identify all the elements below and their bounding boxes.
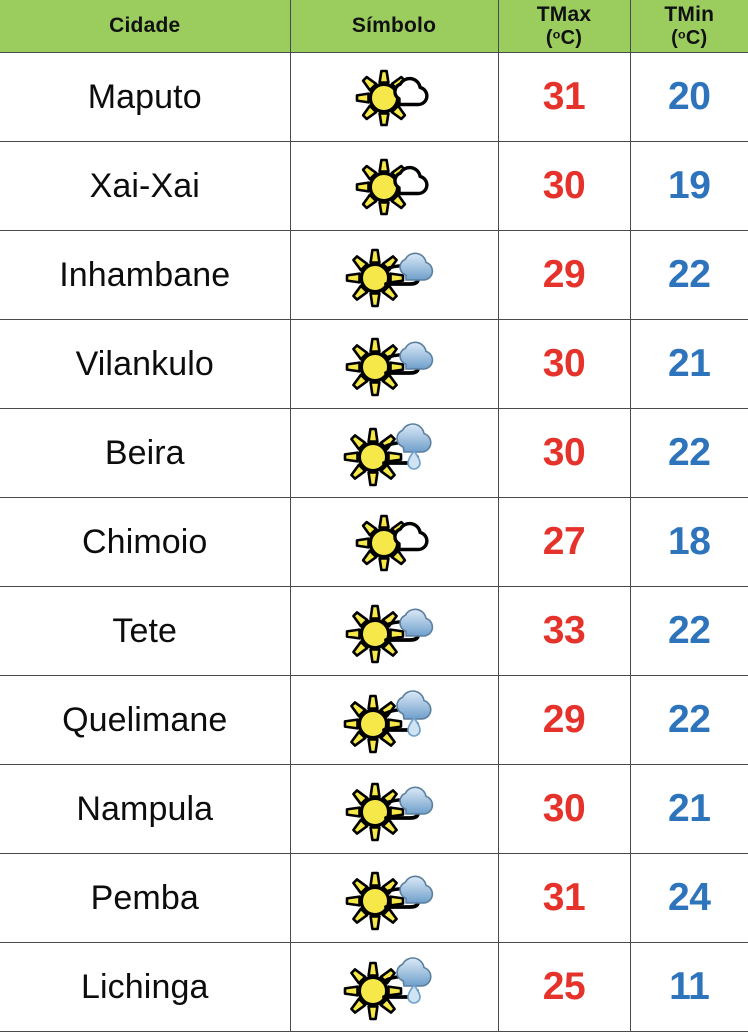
sun-small-white-cloud-icon [290, 498, 498, 587]
tmax-value-cell: 33 [498, 587, 630, 676]
city-name-cell: Nampula [0, 765, 290, 854]
city-name-cell: Beira [0, 409, 290, 498]
sun-blue-cloud-icon [290, 854, 498, 943]
tmin-value-cell: 21 [630, 320, 748, 409]
tmax-value-cell: 30 [498, 765, 630, 854]
city-name-cell: Inhambane [0, 231, 290, 320]
sun-small-white-cloud-icon [290, 53, 498, 142]
tmax-value-cell: 31 [498, 854, 630, 943]
tmin-value-cell: 22 [630, 409, 748, 498]
column-header-tmin-label: TMin [631, 3, 748, 27]
sun-blue-cloud-rain-icon [290, 409, 498, 498]
column-header-tmin: TMin (oC) [630, 0, 748, 53]
tmax-value-cell: 30 [498, 320, 630, 409]
column-header-symbol: Símbolo [290, 0, 498, 53]
sun-blue-cloud-icon [290, 320, 498, 409]
column-header-symbol-label: Símbolo [291, 14, 498, 38]
column-header-tmax: TMax (oC) [498, 0, 630, 53]
sun-blue-cloud-rain-icon [290, 943, 498, 1032]
column-header-city: Cidade [0, 0, 290, 53]
column-header-tmax-label: TMax [499, 3, 630, 27]
tmax-value-cell: 29 [498, 231, 630, 320]
tmin-value-cell: 20 [630, 53, 748, 142]
tmax-value-cell: 29 [498, 676, 630, 765]
tmax-value-cell: 30 [498, 142, 630, 231]
sun-blue-cloud-icon [290, 765, 498, 854]
tmin-value-cell: 19 [630, 142, 748, 231]
tmin-value-cell: 18 [630, 498, 748, 587]
city-name-cell: Maputo [0, 53, 290, 142]
city-name-cell: Pemba [0, 854, 290, 943]
column-header-tmin-unit: (oC) [631, 27, 748, 49]
city-name-cell: Vilankulo [0, 320, 290, 409]
sun-blue-cloud-icon [290, 231, 498, 320]
tmin-value-cell: 22 [630, 231, 748, 320]
tmax-value-cell: 30 [498, 409, 630, 498]
city-name-cell: Tete [0, 587, 290, 676]
tmax-value-cell: 25 [498, 943, 630, 1032]
city-name-cell: Chimoio [0, 498, 290, 587]
tmin-value-cell: 11 [630, 943, 748, 1032]
tmax-value-cell: 31 [498, 53, 630, 142]
tmax-value-cell: 27 [498, 498, 630, 587]
table-header: Cidade Símbolo TMax (oC) TMin (oC) [0, 0, 748, 53]
sun-blue-cloud-icon [290, 587, 498, 676]
tmin-value-cell: 21 [630, 765, 748, 854]
tmin-value-cell: 24 [630, 854, 748, 943]
tmin-value-cell: 22 [630, 587, 748, 676]
column-header-tmax-unit: (oC) [499, 27, 630, 49]
city-name-cell: Quelimane [0, 676, 290, 765]
sun-small-white-cloud-icon [290, 142, 498, 231]
sun-blue-cloud-rain-icon [290, 676, 498, 765]
city-name-cell: Xai-Xai [0, 142, 290, 231]
tmin-value-cell: 22 [630, 676, 748, 765]
column-header-city-label: Cidade [0, 14, 290, 38]
city-name-cell: Lichinga [0, 943, 290, 1032]
header-row: Cidade Símbolo TMax (oC) TMin (oC) [0, 0, 748, 53]
